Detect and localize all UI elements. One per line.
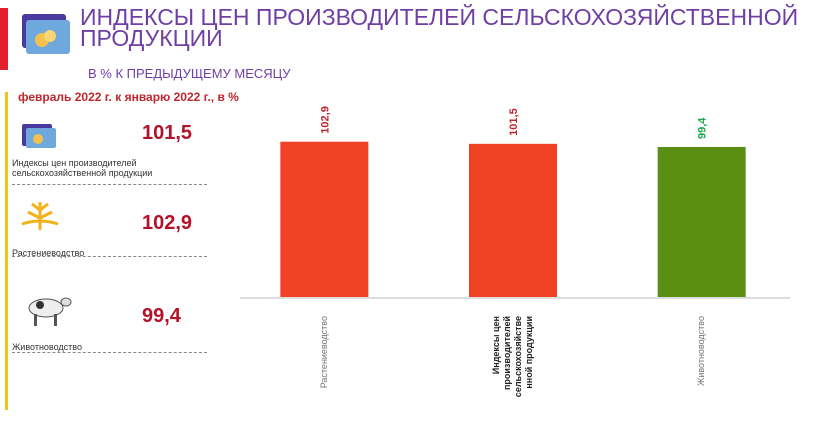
kpi-label: Индексы цен производителей сельскохозяйс… [12, 158, 153, 178]
subtitle: В % К ПРЕДЫДУЩЕМУ МЕСЯЦУ [88, 66, 291, 81]
accent-bar [0, 8, 8, 70]
period: февраль 2022 г. к январю 2022 г., в % [18, 90, 239, 104]
kpi-value: 99,4 [142, 305, 181, 327]
folder-icon [22, 124, 56, 148]
value-label: 101,5 [508, 108, 520, 136]
folder-icon [22, 14, 70, 54]
side-line [5, 92, 8, 410]
value-label: 99,4 [697, 117, 709, 139]
wheat-icon [21, 202, 59, 230]
x-tick-label: Индексы цен производителей сельскохозяйс… [491, 316, 534, 398]
kpi-label: Растениеводство [12, 248, 85, 258]
kpi-label: Животноводство [12, 342, 82, 352]
bar [657, 146, 746, 297]
bar [280, 141, 369, 297]
cow-icon [28, 297, 72, 326]
bar [469, 143, 557, 297]
x-tick-label: Животноводство [696, 316, 707, 386]
kpi-value: 101,5 [142, 122, 193, 144]
separator [12, 184, 207, 185]
x-tick-label: Растениеводство [318, 316, 329, 389]
separator [12, 256, 207, 257]
title: ИНДЕКСЫ ЦЕН ПРОИЗВОДИТЕЛЕЙ СЕЛЬСКОХОЗЯЙС… [80, 4, 799, 51]
value-label: 102,9 [319, 106, 331, 134]
separator [12, 352, 207, 353]
kpi-value: 102,9 [142, 212, 193, 234]
